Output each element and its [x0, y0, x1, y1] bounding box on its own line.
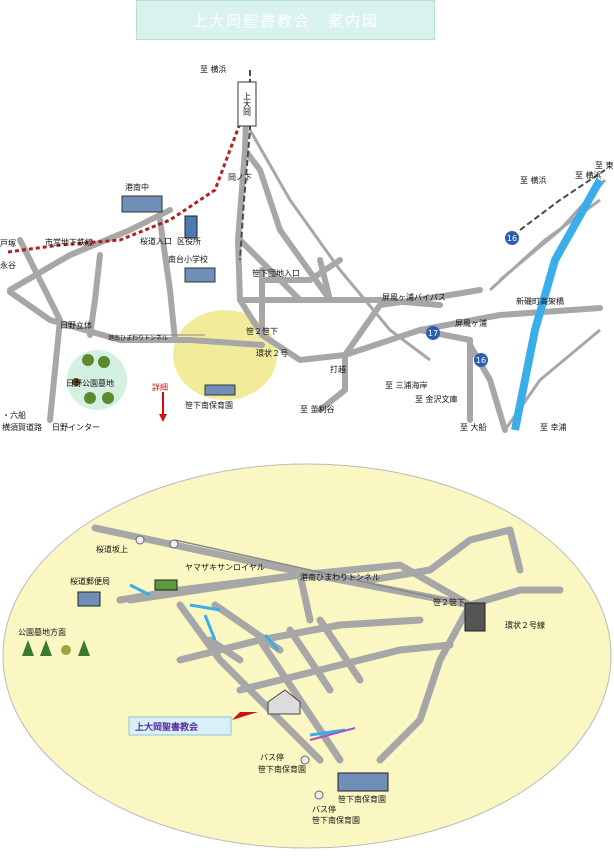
label-tunnel: 港南ひまわりトンネル [108, 334, 168, 342]
church-label-box [128, 716, 232, 736]
buildings [121, 195, 236, 396]
label-detail: 詳細 [152, 382, 168, 392]
area-labels: 至 横浜 岡ノ下 至 横浜 至 横浜 至 東京 港南中 区役所 戸塚 永谷 市営… [0, 64, 614, 432]
label-to-funakoshi: ・六船 [2, 410, 26, 420]
label-byobugaura-bypass: 屏風ヶ浦バイパス [382, 292, 446, 302]
area-roads [7, 87, 603, 433]
detail-map: 桜道坂上 桜道郵便局 ヤマザキサンロイヤル 港南ひまわりトンネル 笹２笹下 環状… [2, 463, 612, 849]
detail-roads [91, 524, 564, 764]
label-bus-stop1: バス停 [260, 752, 284, 762]
page-title: 上大岡聖書教会 案内図 [136, 0, 435, 40]
cemetery-trees [72, 354, 114, 404]
hoikuen-building [204, 384, 236, 396]
label-sakuramichi: 桜道入口 [140, 236, 172, 246]
route17-shield-label: 17 [428, 329, 438, 338]
post-office-building [77, 591, 101, 607]
detail-waterways [129, 583, 346, 737]
label-konanchu: 港南中 [125, 182, 149, 192]
kuyakusho-building [184, 215, 198, 239]
label-to-yokohama-right2: 至 横浜 [575, 170, 602, 180]
label-kanjo2: 環状２号 [256, 348, 288, 358]
label-sasashita2-detail: 笹２笹下 [433, 597, 465, 607]
label-hino-cemetery: 日野公園墓地 [66, 378, 114, 388]
bus-stops [135, 535, 324, 800]
church-pointer [232, 712, 258, 720]
label-to-yokohama-top: 至 横浜 [200, 64, 227, 74]
route16-shield-label: 16 [507, 234, 517, 243]
label-shinsugita: 新磯町高架橋 [516, 296, 564, 306]
label-uchikoshi: 打越 [330, 364, 346, 374]
route-shields: 16 16 17 [426, 231, 519, 367]
label-to-ofuna: 至 大船 [460, 422, 487, 432]
label-yokohama-road: 横須賀道路 [2, 422, 42, 432]
label-sakuramichi-bus: 桜道坂上 [96, 544, 128, 554]
school-building [184, 267, 216, 283]
label-to-miura: 至 三浦海岸 [385, 380, 428, 390]
label-to-kokuyama: 至 幸浦 [540, 422, 567, 432]
detail-buildings [77, 579, 486, 792]
keikyu-rail-right [519, 169, 606, 231]
label-sasashita-hoikuen: 笹下南保育園 [185, 400, 233, 410]
route16-shield-label-2: 16 [476, 356, 486, 365]
label-hino-koen: 日野立体 [60, 320, 92, 330]
sasashita-station-building [464, 602, 486, 632]
label-kuyakusho: 区役所 [177, 236, 201, 246]
subway-line [7, 109, 247, 254]
label-to-kanazawa: 至 金沢文庫 [415, 394, 458, 404]
label-bus-stop2-name: 笹下南保育園 [312, 815, 360, 825]
label-tunnel-detail: 港南ひまわりトンネル [300, 572, 380, 582]
label-to-kamariya: 至 釜利谷 [300, 404, 335, 414]
label-park-cemetery: 公園墓地方面 [18, 627, 66, 637]
label-byobugaura: 屏風ヶ浦 [455, 318, 487, 328]
detail-arrow-head [159, 414, 167, 422]
crossing-bar [309, 727, 356, 741]
label-kanjo2-detail: 環状２号線 [505, 620, 545, 630]
label-bus-stop1-name: 笹下南保育園 [258, 764, 306, 774]
label-sasashita-entrance: 笹下団地入口 [252, 268, 300, 278]
label-yamazaki: ヤマザキサンロイヤル [185, 563, 265, 572]
kamiooka-station-box [237, 81, 257, 127]
area-map: 16 16 17 上大岡 至 横浜 岡ノ下 至 横浜 至 横浜 至 東京 港南中… [0, 64, 614, 433]
detail-labels: 桜道坂上 桜道郵便局 ヤマザキサンロイヤル 港南ひまわりトンネル 笹２笹下 環状… [18, 544, 545, 825]
label-subway: 市営地下鉄線 [45, 237, 93, 247]
hoikuen-building-detail [337, 772, 389, 792]
kamiooka-station-label: 上大岡 [243, 92, 252, 117]
label-totsuka: 戸塚 [0, 239, 16, 248]
label-bus-stop2: バス停 [312, 804, 336, 814]
detail-trees [22, 640, 90, 656]
label-church: 上大岡聖書教会 [135, 721, 199, 733]
label-to-yokohama-right1: 至 横浜 [520, 175, 547, 185]
yamazaki-building [154, 579, 178, 591]
label-sakuramichi-post: 桜道郵便局 [70, 576, 110, 586]
label-hino-ic: 日野インター [52, 423, 100, 432]
label-minamidai-school: 南台小学校 [168, 254, 208, 264]
konanchu-building [121, 195, 163, 213]
church-building [267, 689, 301, 715]
label-okanoshita: 岡ノ下 [228, 173, 252, 182]
label-eigaya: 永谷 [0, 260, 16, 270]
label-to-tokyo: 至 東京 [595, 160, 614, 170]
destination-highlight [173, 310, 277, 400]
detail-tunnel [174, 539, 446, 601]
river [511, 178, 604, 431]
label-sasashita2: 笹２笹下 [246, 326, 278, 336]
label-hoikuen-detail: 笹下南保育園 [338, 794, 386, 804]
